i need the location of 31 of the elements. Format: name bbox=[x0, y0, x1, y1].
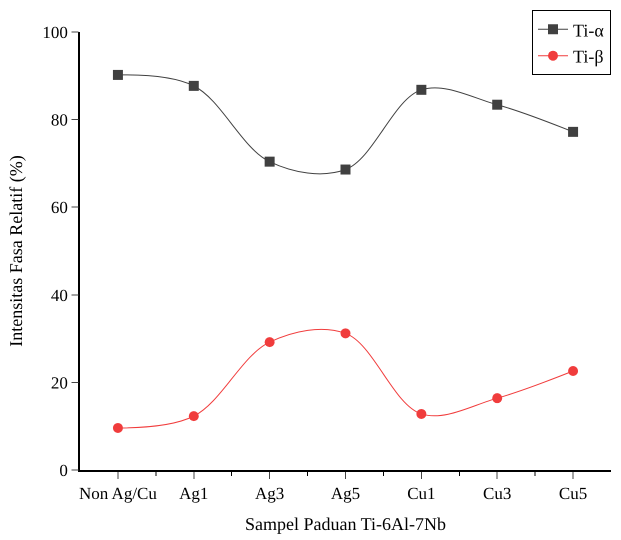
point bbox=[340, 164, 350, 175]
x-tick-label: Cu1 bbox=[407, 484, 436, 504]
x-tick-label: Ag3 bbox=[255, 484, 284, 504]
point bbox=[416, 408, 426, 419]
y-axis-title: Intensitas Fasa Relatif (%) bbox=[6, 155, 26, 347]
legend-label: Ti-α bbox=[573, 20, 604, 40]
point bbox=[264, 337, 275, 348]
point bbox=[112, 70, 123, 80]
point bbox=[112, 422, 123, 433]
y-tick-label: 40 bbox=[50, 286, 68, 305]
x-axis-title: Sampel Paduan Ti-6Al-7Nb bbox=[244, 514, 446, 534]
point bbox=[188, 411, 199, 422]
x-tick-label: Ag1 bbox=[179, 484, 208, 504]
x-tick-label: Cu3 bbox=[483, 484, 512, 504]
y-tick-label: 60 bbox=[50, 198, 68, 218]
point bbox=[568, 126, 578, 137]
legend-label: Ti-β bbox=[573, 46, 604, 67]
point bbox=[492, 100, 502, 110]
point bbox=[264, 156, 275, 167]
point bbox=[416, 84, 426, 95]
y-tick-label: 80 bbox=[50, 110, 68, 130]
x-tick-label: Ag5 bbox=[330, 484, 360, 504]
point bbox=[568, 366, 578, 376]
y-tick-label: 20 bbox=[50, 373, 68, 392]
x-tick-label: Cu5 bbox=[558, 484, 588, 504]
point bbox=[492, 393, 502, 404]
point bbox=[188, 80, 199, 91]
y-tick-label: 0 bbox=[59, 460, 68, 480]
x-tick-label: Non Ag/Cu bbox=[78, 484, 158, 504]
y-tick-label: 100 bbox=[42, 22, 68, 42]
point bbox=[340, 328, 350, 338]
